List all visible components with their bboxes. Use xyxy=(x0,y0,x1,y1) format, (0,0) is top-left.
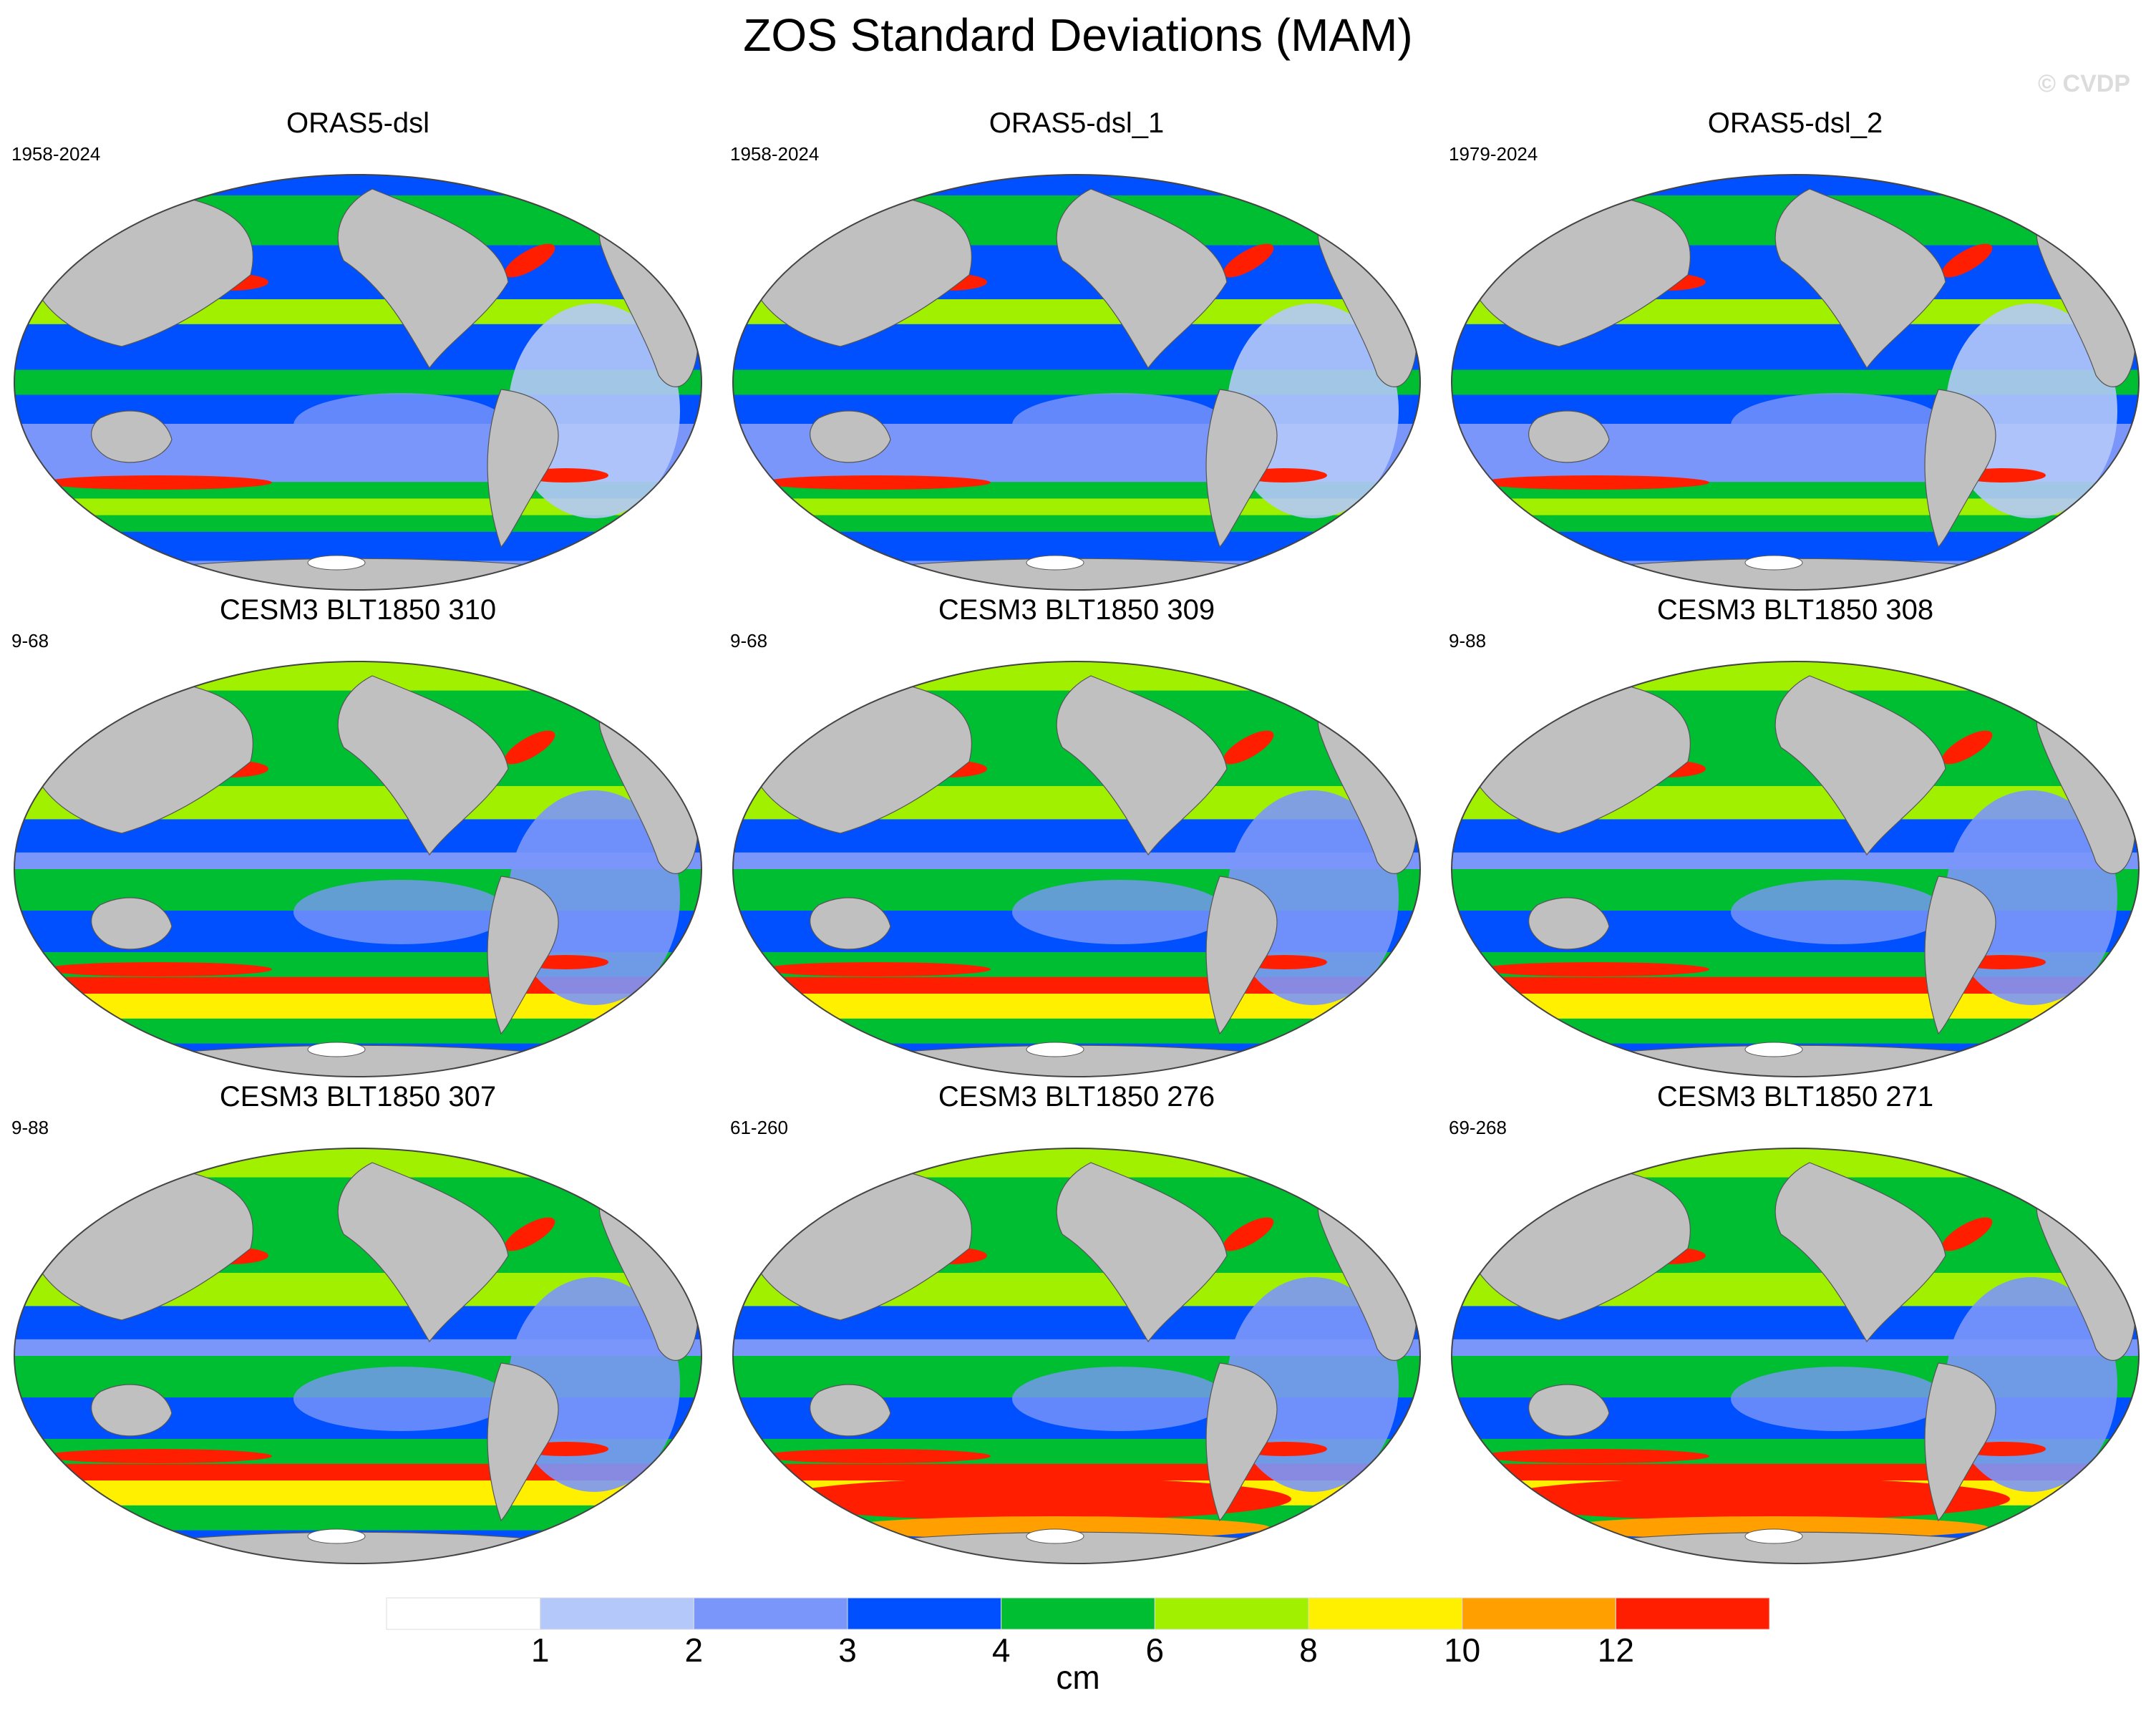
colorbar-units-label: cm xyxy=(1056,1659,1100,1696)
colorbar-swatch xyxy=(1001,1597,1155,1630)
ocean-field xyxy=(1452,1148,2139,1564)
world-map xyxy=(14,1148,702,1564)
figure-title: ZOS Standard Deviations (MAM) xyxy=(743,9,1413,61)
panel-period: 9-88 xyxy=(1449,630,1487,651)
colorbar-tick-label: 3 xyxy=(838,1632,857,1669)
panel-period: 9-88 xyxy=(11,1117,49,1138)
panel-title: ORAS5-dsl_2 xyxy=(1707,107,1883,139)
world-map xyxy=(732,1148,1421,1564)
map-panel: ORAS5-dsl 1958-2024 xyxy=(0,106,716,593)
panel-title: CESM3 BLT1850 310 xyxy=(219,594,497,626)
map-panel: CESM3 BLT1850 307 9-88 xyxy=(0,1080,716,1566)
colorbar-swatch xyxy=(540,1597,694,1630)
panel-title: CESM3 BLT1850 276 xyxy=(938,1081,1215,1112)
map-panel: ORAS5-dsl_1 1958-2024 xyxy=(719,106,1434,593)
colorbar-swatch xyxy=(386,1597,541,1630)
panel-title: CESM3 BLT1850 308 xyxy=(1656,594,1934,626)
ocean-field xyxy=(14,661,701,1077)
colorbar-swatch xyxy=(1154,1597,1309,1630)
colorbar-swatch xyxy=(1462,1597,1616,1630)
colorbar-tick-label: 6 xyxy=(1145,1632,1165,1669)
colorbar-tick-label: 4 xyxy=(991,1632,1011,1669)
colorbar-tick-label: 2 xyxy=(684,1632,704,1669)
world-map xyxy=(732,174,1421,591)
panel-period: 9-68 xyxy=(11,630,49,651)
ocean-field xyxy=(1452,661,2139,1077)
map-panel: CESM3 BLT1850 308 9-88 xyxy=(1437,593,2153,1080)
colorbar-tick-label: 8 xyxy=(1299,1632,1318,1669)
panel-title: ORAS5-dsl_1 xyxy=(989,107,1165,139)
colorbar-swatch xyxy=(693,1597,848,1630)
colorbar-swatch xyxy=(1308,1597,1463,1630)
panel-title: ORAS5-dsl xyxy=(286,107,430,139)
world-map xyxy=(14,661,702,1077)
ocean-field xyxy=(733,175,1420,590)
panel-title: CESM3 BLT1850 309 xyxy=(938,594,1215,626)
panel-title: CESM3 BLT1850 307 xyxy=(219,1081,497,1112)
colorbar-tick-label: 12 xyxy=(1597,1632,1634,1669)
panel-period: 61-260 xyxy=(730,1117,788,1138)
panel-period: 1979-2024 xyxy=(1449,143,1538,165)
panel-period: 1958-2024 xyxy=(730,143,820,165)
world-map xyxy=(1451,661,2140,1077)
panel-title: CESM3 BLT1850 271 xyxy=(1656,1081,1934,1112)
map-panel: CESM3 BLT1850 309 9-68 xyxy=(719,593,1434,1080)
ocean-field xyxy=(14,1148,701,1564)
colorbar xyxy=(386,1597,1770,1630)
world-map xyxy=(1451,174,2140,591)
world-map xyxy=(732,661,1421,1077)
colorbar-tick-label: 1 xyxy=(530,1632,550,1669)
panel-period: 9-68 xyxy=(730,630,768,651)
panel-period: 1958-2024 xyxy=(11,143,101,165)
colorbar-swatch xyxy=(1615,1597,1770,1630)
world-map xyxy=(14,174,702,591)
world-map xyxy=(1451,1148,2140,1564)
map-panel: CESM3 BLT1850 310 9-68 xyxy=(0,593,716,1080)
map-panel: ORAS5-dsl_2 1979-2024 xyxy=(1437,106,2153,593)
colorbar-tick-label: 10 xyxy=(1444,1632,1481,1669)
map-panel: CESM3 BLT1850 271 69-268 xyxy=(1437,1080,2153,1566)
panel-period: 69-268 xyxy=(1449,1117,1507,1138)
cvdp-watermark: © CVDP xyxy=(2038,70,2130,97)
colorbar-swatch xyxy=(847,1597,1002,1630)
map-panel: CESM3 BLT1850 276 61-260 xyxy=(719,1080,1434,1566)
